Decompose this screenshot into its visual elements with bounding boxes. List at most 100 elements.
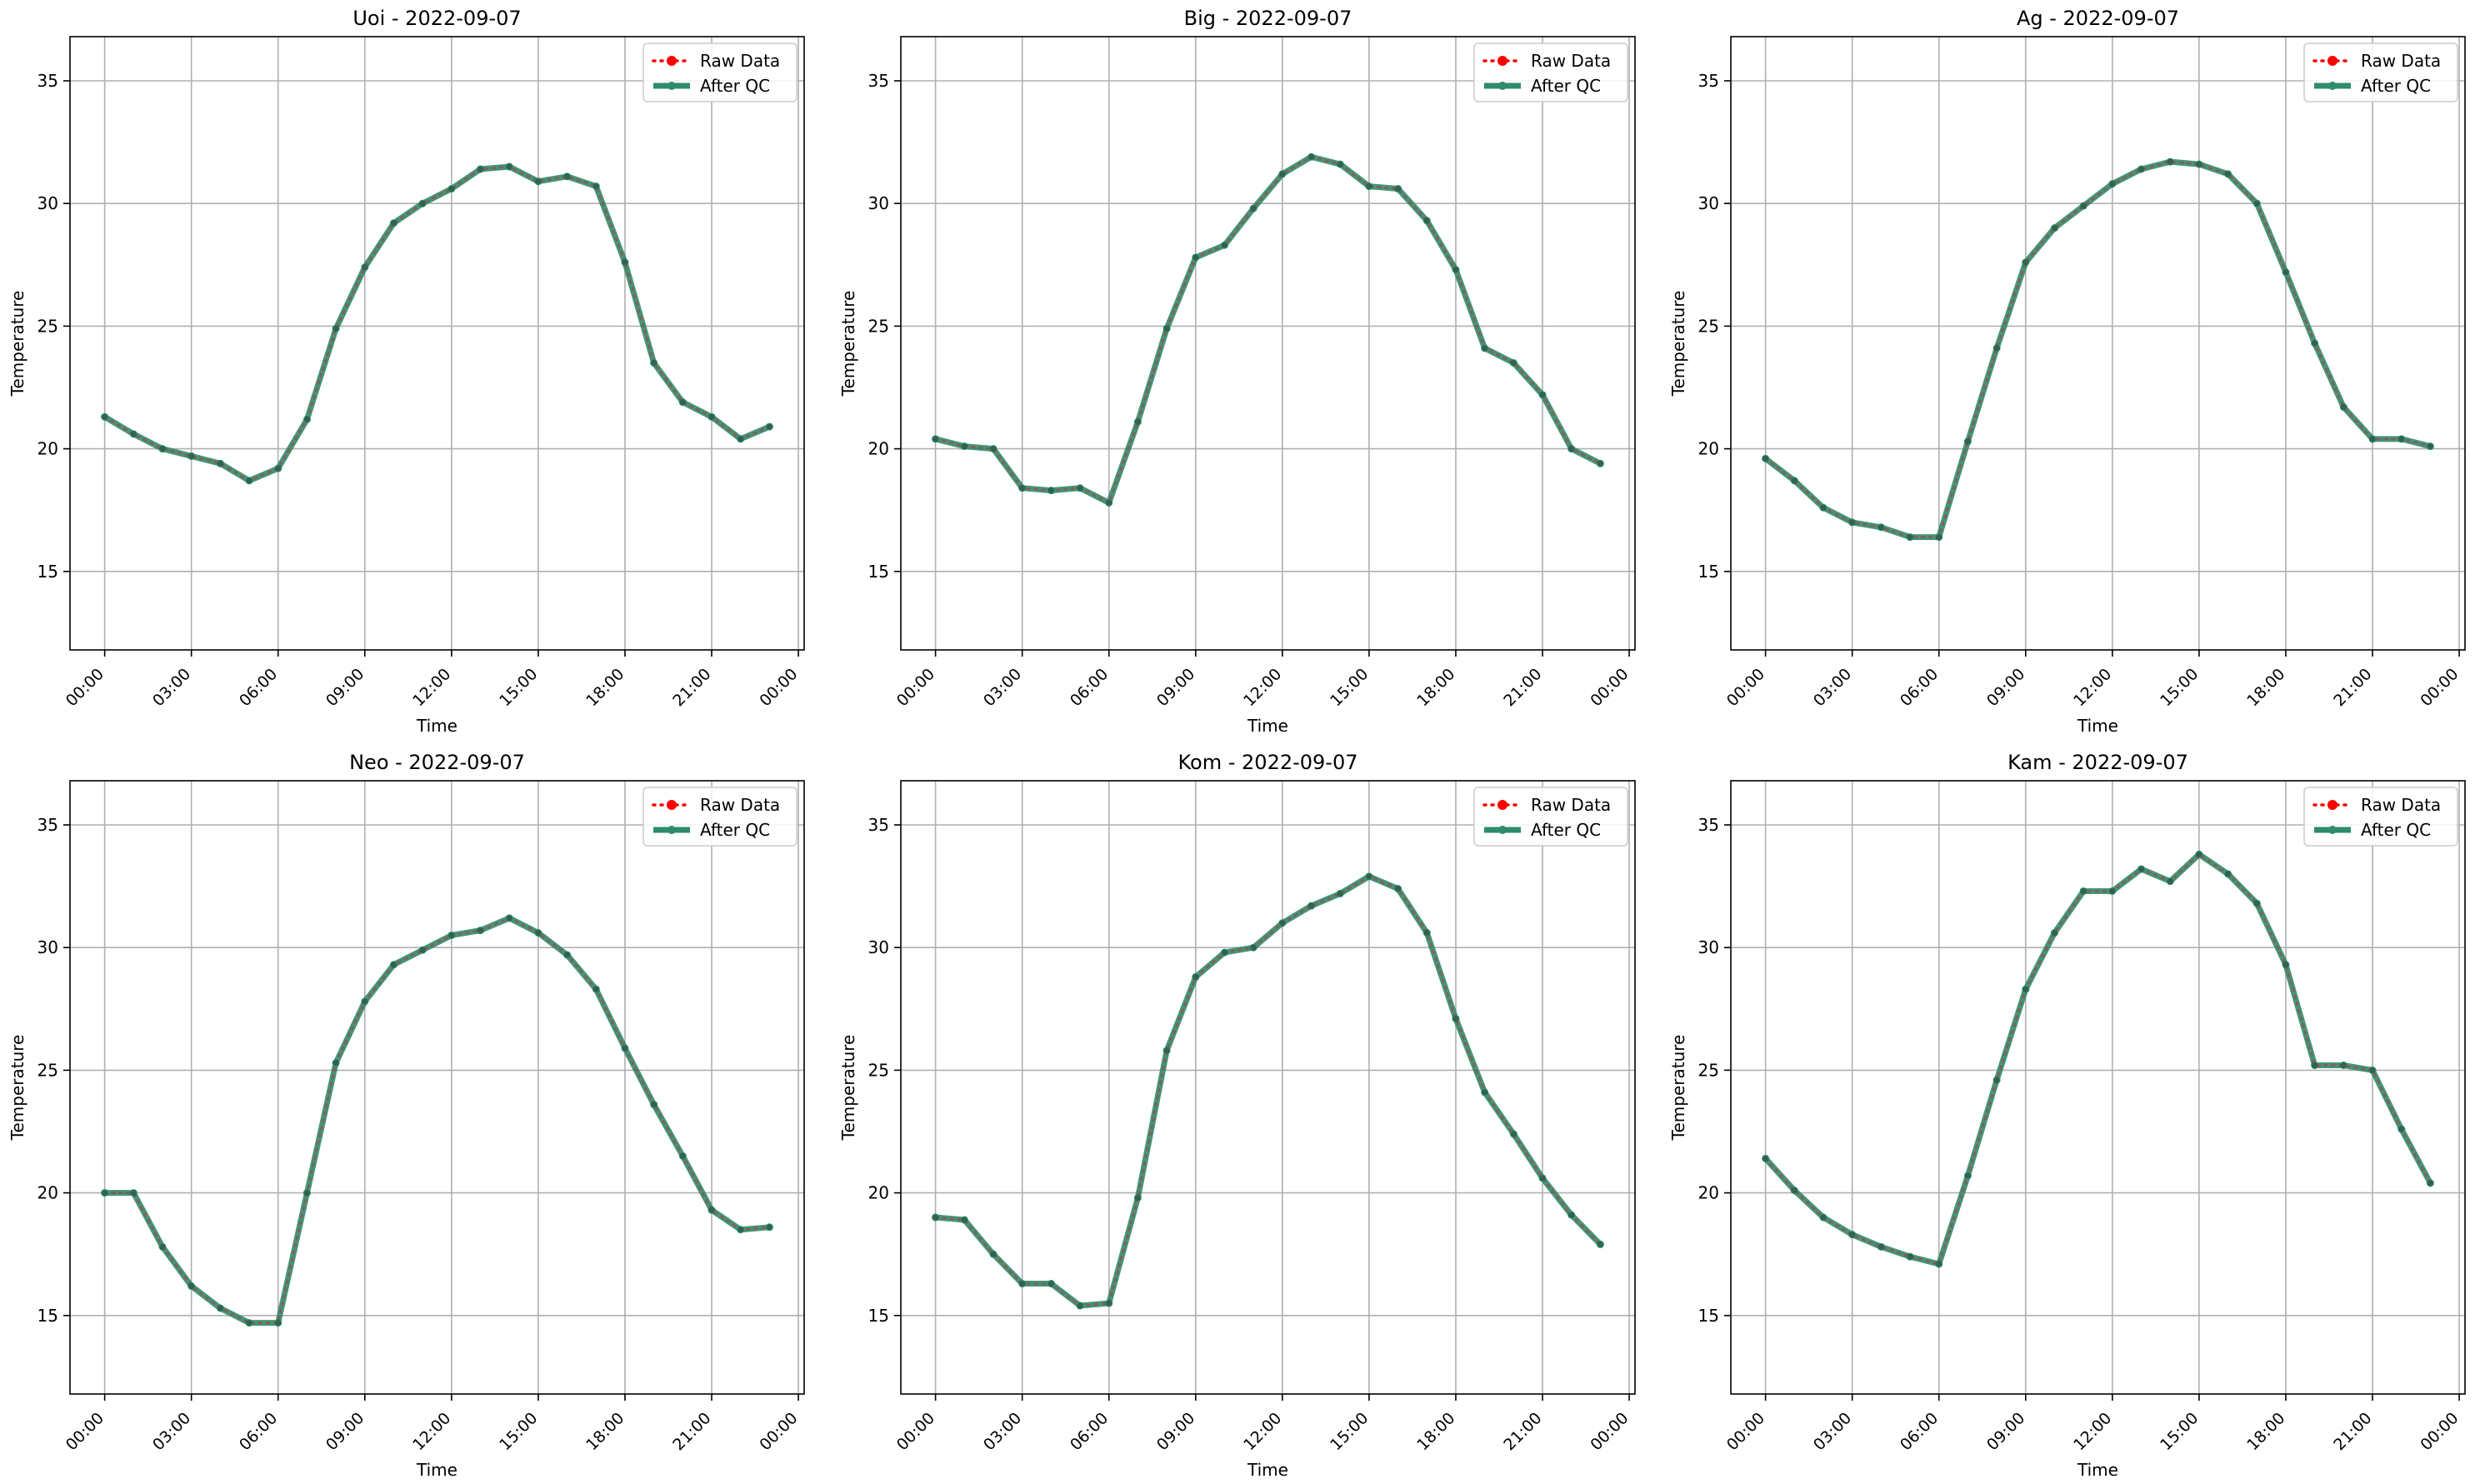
raw-data-point bbox=[708, 1207, 715, 1213]
raw-data-point bbox=[1936, 1261, 1942, 1267]
subplot-title: Kam - 2022-09-07 bbox=[2008, 751, 2188, 774]
y-tick-label: 25 bbox=[38, 316, 58, 336]
raw-data-point bbox=[961, 1217, 968, 1223]
raw-data-point bbox=[1452, 1016, 1459, 1022]
legend-raw-marker bbox=[2328, 56, 2338, 66]
legend-qc-label: After QC bbox=[700, 76, 770, 96]
raw-data-point bbox=[990, 1251, 997, 1257]
y-tick-label: 15 bbox=[1698, 1306, 1719, 1326]
raw-data-point bbox=[1077, 485, 1083, 492]
x-tick-label: 21:00 bbox=[1500, 1409, 1545, 1454]
raw-data-point bbox=[1907, 534, 1913, 541]
y-tick-label: 30 bbox=[1698, 193, 1719, 213]
y-tick-label: 15 bbox=[868, 562, 889, 582]
raw-data-point bbox=[1192, 974, 1199, 981]
y-tick-label: 15 bbox=[38, 562, 58, 582]
raw-data-point bbox=[2253, 900, 2260, 907]
legend-raw-marker bbox=[2328, 800, 2338, 810]
raw-data-point bbox=[102, 413, 108, 420]
raw-data-point bbox=[448, 932, 455, 938]
x-tick-label: 03:00 bbox=[149, 1409, 194, 1454]
raw-data-point bbox=[1762, 455, 1769, 462]
x-axis-label: Time bbox=[2077, 1460, 2118, 1480]
raw-data-point bbox=[478, 927, 484, 934]
subplot-title: Uoi - 2022-09-07 bbox=[352, 7, 521, 30]
legend-raw-label: Raw Data bbox=[2361, 795, 2441, 815]
raw-data-point bbox=[303, 416, 310, 422]
raw-data-point bbox=[2369, 1067, 2376, 1073]
raw-data-point bbox=[2138, 166, 2145, 172]
plot-frame bbox=[69, 36, 805, 651]
raw-data-point bbox=[1936, 534, 1942, 541]
raw-data-point bbox=[1077, 1302, 1083, 1309]
x-tick-label: 06:00 bbox=[1897, 665, 1942, 710]
raw-data-point bbox=[932, 1214, 939, 1221]
x-tick-label: 09:00 bbox=[322, 665, 368, 710]
raw-data-line bbox=[103, 917, 771, 1325]
raw-data-point bbox=[2109, 181, 2116, 187]
raw-data-point bbox=[448, 186, 455, 192]
raw-data-point bbox=[1279, 171, 1286, 177]
subplot-title: Ag - 2022-09-07 bbox=[2017, 7, 2179, 30]
legend-raw-label: Raw Data bbox=[700, 51, 780, 71]
y-axis-label: Temperature bbox=[838, 1035, 858, 1142]
raw-data-point bbox=[275, 465, 282, 472]
raw-data-point bbox=[1878, 1243, 1884, 1250]
raw-data-point bbox=[1048, 487, 1054, 494]
raw-data-point bbox=[738, 436, 744, 442]
y-tick-label: 20 bbox=[1698, 439, 1719, 459]
raw-data-point bbox=[2051, 225, 2058, 232]
x-tick-label: 03:00 bbox=[149, 665, 194, 710]
x-tick-label: 00:00 bbox=[1723, 665, 1768, 710]
x-tick-label: 15:00 bbox=[2157, 1409, 2202, 1454]
raw-data-point bbox=[592, 986, 599, 992]
x-tick-label: 18:00 bbox=[2243, 1409, 2288, 1454]
subplot-title: Neo - 2022-09-07 bbox=[349, 751, 525, 774]
raw-data-point bbox=[1878, 524, 1884, 531]
raw-data-point bbox=[622, 1045, 628, 1052]
raw-data-point bbox=[102, 1190, 108, 1197]
legend-qc-label: After QC bbox=[1531, 76, 1601, 96]
legend: Raw Data After QC bbox=[1473, 787, 1628, 847]
raw-data-point bbox=[1250, 944, 1257, 951]
legend-qc-marker bbox=[668, 826, 676, 834]
raw-data-point bbox=[1308, 153, 1315, 160]
raw-data-point bbox=[990, 446, 997, 452]
x-tick-label: 00:00 bbox=[2417, 1409, 2462, 1454]
x-tick-label: 21:00 bbox=[1500, 665, 1545, 710]
raw-data-point bbox=[1539, 1175, 1546, 1182]
y-axis-label: Temperature bbox=[8, 1035, 28, 1142]
x-tick-label: 15:00 bbox=[2157, 665, 2202, 710]
raw-data-point bbox=[1597, 1241, 1603, 1247]
legend-raw-label: Raw Data bbox=[2361, 51, 2441, 71]
x-tick-label: 21:00 bbox=[669, 1409, 714, 1454]
raw-data-point bbox=[766, 1224, 772, 1231]
raw-data-point bbox=[362, 998, 368, 1005]
raw-data-point bbox=[2196, 851, 2202, 857]
raw-data-point bbox=[1849, 1232, 1856, 1238]
y-tick-label: 30 bbox=[868, 193, 889, 213]
raw-data-line bbox=[1764, 852, 2432, 1266]
x-tick-label: 18:00 bbox=[1413, 1409, 1458, 1454]
raw-data-point bbox=[2109, 887, 2116, 894]
subplot-6: 00:00 03:00 06:00 09:00 12:00 15:00 18:00 21:00… bbox=[1668, 751, 2466, 1480]
raw-data-point bbox=[1106, 499, 1112, 506]
subplot-4: 00:00 03:00 06:00 09:00 12:00 15:00 18:00 21:00… bbox=[8, 751, 805, 1480]
raw-data-point bbox=[961, 443, 968, 450]
raw-data-point bbox=[1134, 1194, 1141, 1201]
raw-data-point bbox=[1423, 930, 1430, 937]
raw-data-point bbox=[1019, 1281, 1026, 1287]
raw-data-point bbox=[1791, 1187, 1798, 1194]
x-tick-label: 06:00 bbox=[1067, 1409, 1112, 1454]
subplot-3: 00:00 03:00 06:00 09:00 12:00 15:00 18:00 21:00… bbox=[1668, 7, 2466, 736]
y-tick-label: 30 bbox=[38, 193, 58, 213]
y-tick-label: 25 bbox=[868, 1060, 889, 1080]
raw-data-point bbox=[1134, 418, 1141, 425]
y-axis-label: Temperature bbox=[838, 291, 858, 397]
raw-data-point bbox=[564, 173, 571, 180]
raw-data-point bbox=[651, 1102, 658, 1108]
raw-data-point bbox=[1395, 186, 1402, 192]
x-tick-label: 00:00 bbox=[62, 1409, 108, 1454]
raw-data-point bbox=[390, 962, 397, 968]
